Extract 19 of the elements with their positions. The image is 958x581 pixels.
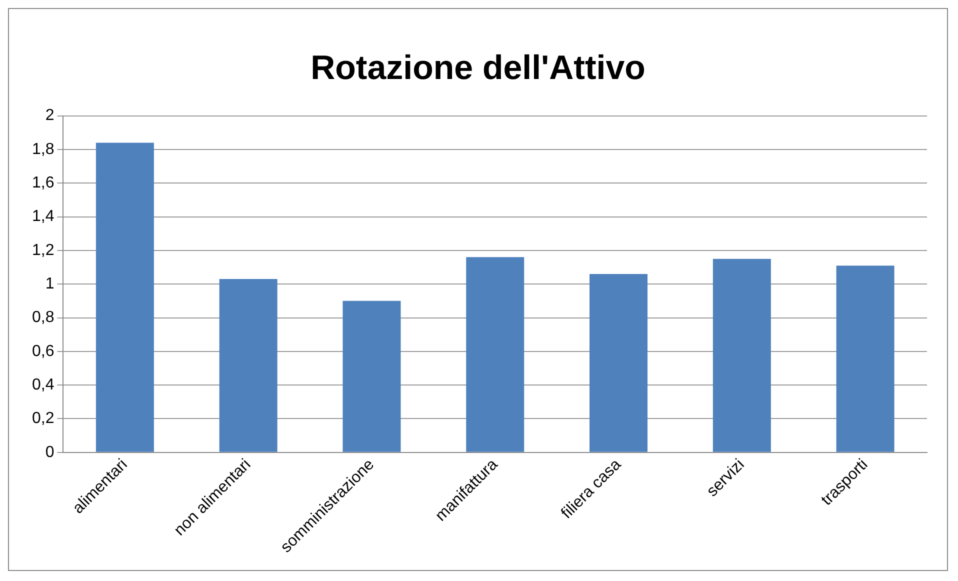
bar [466, 257, 524, 452]
y-tick-label: 0 [45, 444, 54, 461]
bar [96, 142, 154, 452]
y-tick-label: 1,6 [32, 174, 54, 192]
chart-title: Rotazione dell'Attivo [310, 48, 646, 87]
y-tick-label: 0,4 [32, 376, 54, 394]
y-tick-label: 0,6 [32, 342, 54, 360]
y-tick-label: 0,8 [32, 309, 54, 326]
y-tick-label: 1 [45, 276, 54, 293]
y-tick-label: 1,8 [32, 140, 54, 158]
bar [712, 258, 771, 452]
bar [342, 300, 401, 452]
bar [836, 266, 894, 452]
bar [590, 274, 648, 452]
y-tick-label: 2 [45, 107, 54, 124]
bar [219, 279, 278, 452]
y-tick-label: 0,2 [32, 410, 54, 428]
y-tick-label: 1,2 [32, 242, 54, 259]
y-tick-label: 1,4 [32, 208, 54, 226]
